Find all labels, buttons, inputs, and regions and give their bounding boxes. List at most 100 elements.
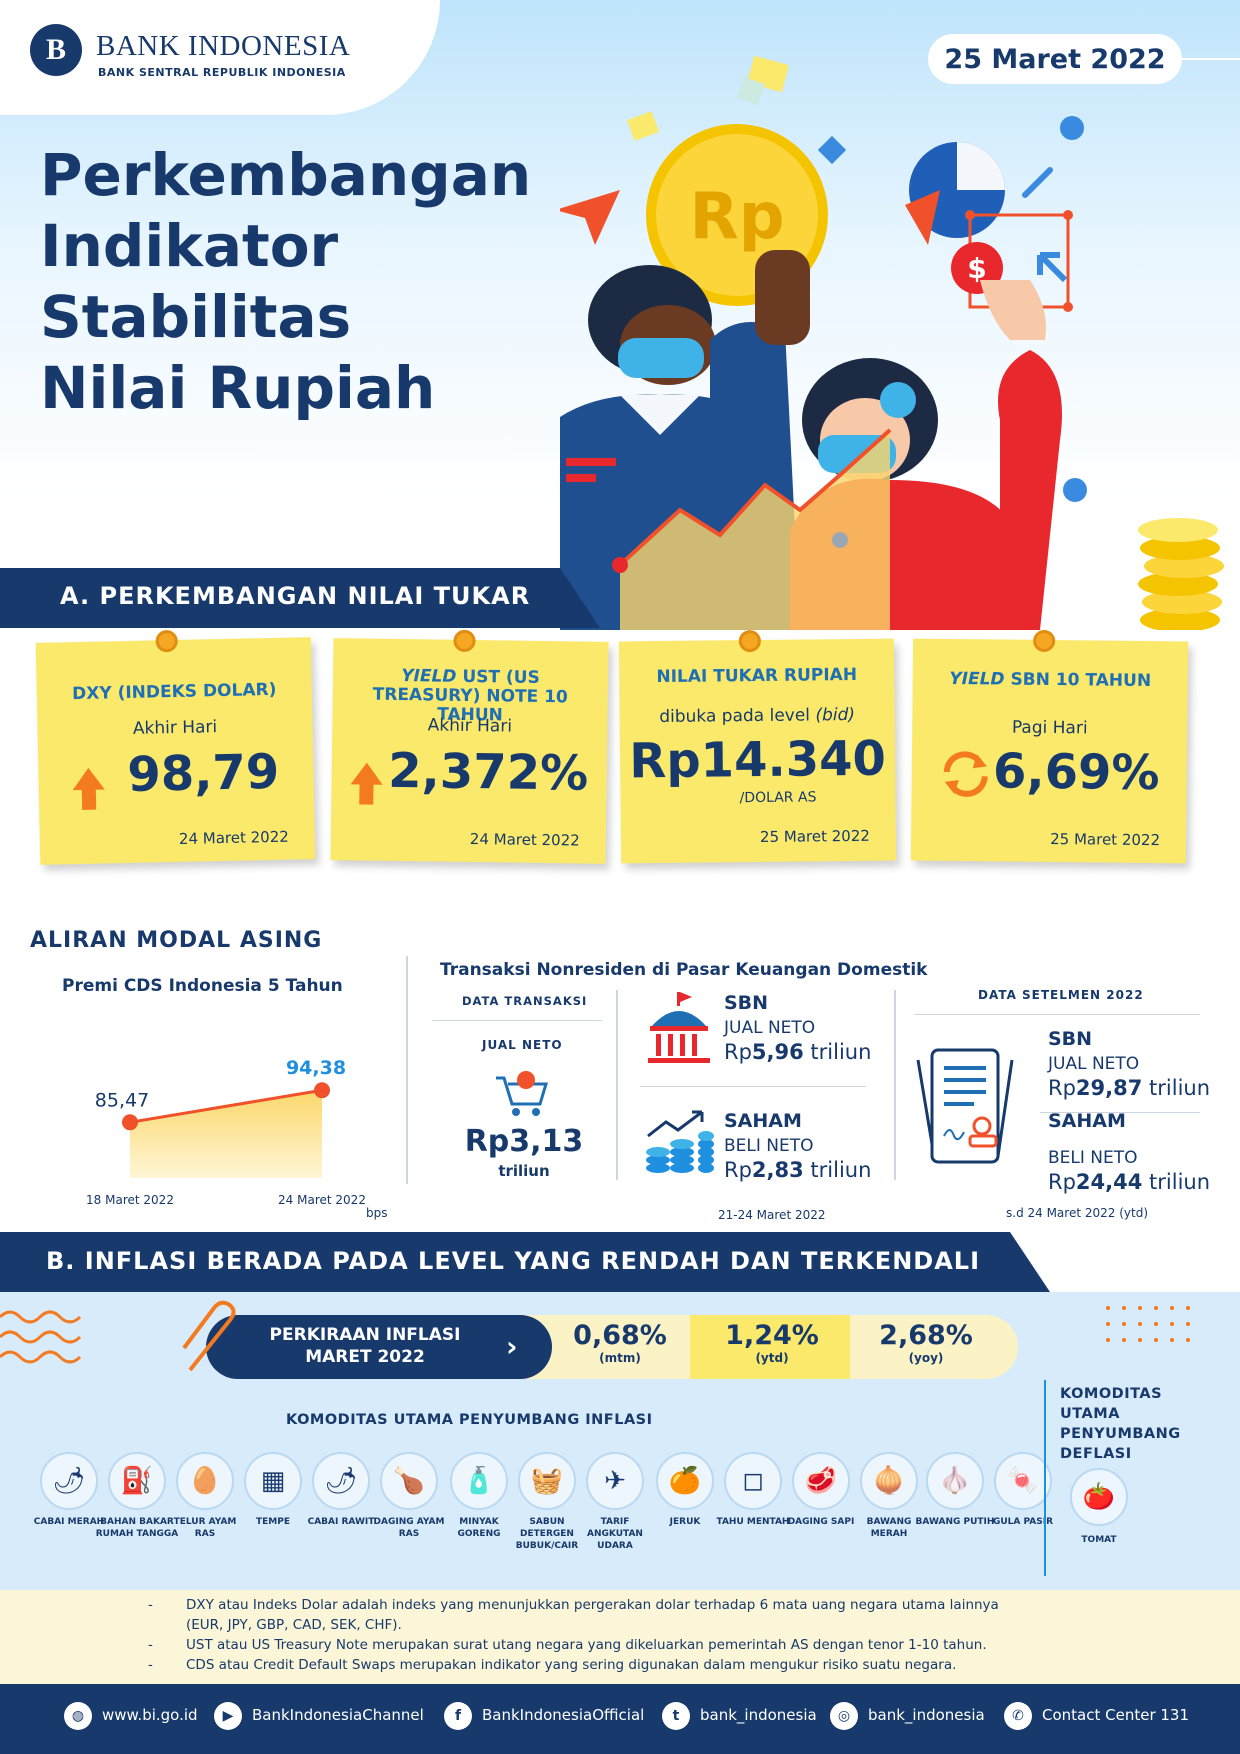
section-b-title: B. INFLASI BERADA PADA LEVEL YANG RENDAH… bbox=[46, 1247, 980, 1275]
commodity-icon: 🌶 bbox=[40, 1452, 98, 1510]
commodity-icon: ◻ bbox=[724, 1452, 782, 1510]
dollar-label: $ bbox=[967, 252, 986, 285]
deflasi-item-label: TOMAT bbox=[1081, 1535, 1117, 1545]
twitter-icon: t bbox=[662, 1702, 690, 1730]
growth-line bbox=[618, 428, 892, 567]
globe-icon: ◍ bbox=[64, 1702, 92, 1730]
footnotes-panel bbox=[0, 1590, 1240, 1684]
commodity-icon: ▦ bbox=[244, 1452, 302, 1510]
dots-decoration bbox=[1106, 1306, 1190, 1342]
instagram-icon: ◎ bbox=[830, 1702, 858, 1730]
card-date: 24 Maret 2022 bbox=[469, 830, 580, 850]
card-sbn: YIELD SBN 10 TAHUN Pagi Hari 6,69% 25 Ma… bbox=[910, 629, 1189, 864]
sbn-action: JUAL NETO bbox=[724, 1018, 816, 1038]
commodity-label: TELUR AYAM RAS bbox=[173, 1517, 237, 1539]
commodity-label: MINYAK GORENG bbox=[457, 1517, 501, 1539]
card-value: 98,79 bbox=[38, 743, 314, 805]
footnote-cds: - CDS atau Credit Default Swaps merupakan… bbox=[148, 1657, 957, 1673]
card-rupiah: NILAI TUKAR RUPIAH dibuka pada level (bi… bbox=[618, 629, 897, 864]
footnote-dxy: - DXY atau Indeks Dolar adalah indeks yan… bbox=[148, 1597, 999, 1633]
card-title: YIELD SBN 10 TAHUN bbox=[949, 668, 1152, 692]
commodity-label: DAGING AYAM RAS bbox=[373, 1517, 445, 1539]
commodity-icon: ⛽ bbox=[108, 1452, 166, 1510]
cds-area bbox=[130, 1090, 322, 1178]
card-ust: YIELD UST (US TREASURY) NOTE 10 TAHUN Ak… bbox=[330, 629, 609, 864]
up-arrow-icon bbox=[350, 762, 383, 785]
footer-website[interactable]: www.bi.go.id bbox=[102, 1706, 198, 1724]
inflation-pill-middle bbox=[690, 1315, 850, 1379]
section-b-banner bbox=[0, 1232, 1050, 1292]
cds-point bbox=[314, 1082, 330, 1099]
chevron-right-icon: › bbox=[506, 1330, 518, 1363]
metric-mtm: 0,68% (mtm) bbox=[573, 1320, 667, 1365]
commodity-label: DAGING SAPI bbox=[787, 1517, 855, 1527]
commodity-icon: 🌶 bbox=[312, 1452, 370, 1510]
commodity-label: BAHAN BAKAR RUMAH TANGGA bbox=[95, 1517, 179, 1539]
confetti-shape bbox=[817, 135, 847, 165]
footer-twitter[interactable]: bank_indonesia bbox=[700, 1706, 817, 1724]
commodity-label: TAHU MENTAH bbox=[716, 1517, 790, 1527]
face-mask bbox=[618, 338, 704, 378]
total-unit: triliun bbox=[498, 1162, 550, 1180]
card-subtitle: Akhir Hari bbox=[427, 715, 513, 737]
commodity-label: CABAI RAWIT bbox=[307, 1517, 375, 1527]
card-title: DXY (INDEKS DOLAR) bbox=[71, 679, 277, 705]
hero-illustration: Rp $ bbox=[560, 55, 1224, 630]
set-sbn-value: Rp29,87 triliun bbox=[1048, 1076, 1211, 1100]
card-unit: /DOLAR AS bbox=[739, 789, 817, 807]
paperclip-icon bbox=[182, 1300, 236, 1372]
set-saham-action: BELI NETO bbox=[1048, 1148, 1138, 1168]
jual-neto-label: JUAL NETO bbox=[482, 1038, 563, 1052]
footer-youtube[interactable]: BankIndonesiaChannel bbox=[252, 1706, 424, 1724]
footnote-ust: - UST atau US Treasury Note merupakan sur… bbox=[148, 1637, 987, 1653]
bank-indonesia-logo-icon: B bbox=[30, 24, 82, 76]
commodity-icon: 🥚 bbox=[176, 1452, 234, 1510]
government-building-icon bbox=[648, 992, 710, 1063]
cursor-icon bbox=[1037, 252, 1068, 283]
paper-plane-icon bbox=[560, 190, 620, 245]
commodity-icon: 🧺 bbox=[518, 1452, 576, 1510]
growth-area bbox=[620, 430, 890, 630]
date-divider bbox=[1182, 58, 1240, 60]
card-date: 25 Maret 2022 bbox=[1050, 830, 1161, 850]
set-sbn-label: SBN bbox=[1048, 1028, 1093, 1050]
commodity-icon: 🧴 bbox=[450, 1452, 508, 1510]
commodity-label: CABAI MERAH bbox=[33, 1517, 105, 1527]
tomato-icon: 🍅 bbox=[1070, 1468, 1128, 1526]
deflasi-title: KOMODITAS UTAMA PENYUMBANG DEFLASI bbox=[1060, 1386, 1181, 1462]
confetti-shape bbox=[627, 111, 659, 141]
set-saham-label: SAHAM bbox=[1048, 1110, 1126, 1132]
cds-x-label: 24 Maret 2022 bbox=[278, 1193, 366, 1207]
setelmen-title: DATA SETELMEN 2022 bbox=[978, 988, 1144, 1002]
shopping-cart-icon bbox=[496, 1071, 549, 1116]
commodity-icon: 🍊 bbox=[656, 1452, 714, 1510]
footer-instagram[interactable]: bank_indonesia bbox=[868, 1706, 985, 1724]
title-line-3: Stabilitas bbox=[40, 283, 352, 351]
metric-ytd: 1,24% (ytd) bbox=[725, 1320, 819, 1365]
saham-label: SAHAM bbox=[724, 1110, 802, 1132]
commodity-icon: 🍬 bbox=[994, 1452, 1052, 1510]
commodity-icon: 🍗 bbox=[380, 1452, 438, 1510]
saham-value: Rp2,83 triliun bbox=[724, 1158, 872, 1182]
title-line-1: Perkembangan bbox=[40, 141, 532, 209]
footer-facebook[interactable]: BankIndonesiaOfficial bbox=[482, 1706, 645, 1724]
cds-x-label: 18 Maret 2022 bbox=[86, 1193, 174, 1207]
card-value: 2,372% bbox=[331, 742, 607, 802]
commodity-label: JERUK bbox=[669, 1517, 701, 1527]
commodity-label: GULA PASIR bbox=[992, 1517, 1054, 1527]
footer bbox=[0, 1684, 1240, 1754]
card-subtitle: Akhir Hari bbox=[132, 717, 218, 739]
saham-action: BELI NETO bbox=[724, 1136, 814, 1156]
metric-yoy: 2,68% (yoy) bbox=[879, 1320, 973, 1365]
pin-icon bbox=[738, 629, 761, 653]
commodity-icon: ✈ bbox=[586, 1452, 644, 1510]
set-saham-value: Rp24,44 triliun bbox=[1048, 1170, 1211, 1194]
pin-icon bbox=[453, 629, 476, 653]
stock-coins-icon bbox=[646, 1110, 714, 1173]
footer-contact[interactable]: Contact Center 131 bbox=[1042, 1706, 1190, 1724]
divider bbox=[894, 990, 896, 1180]
divider bbox=[914, 1014, 1200, 1015]
sbn-label: SBN bbox=[724, 992, 769, 1014]
decor-dot bbox=[1060, 116, 1084, 140]
bank-name: BANK INDONESIA bbox=[96, 30, 351, 62]
